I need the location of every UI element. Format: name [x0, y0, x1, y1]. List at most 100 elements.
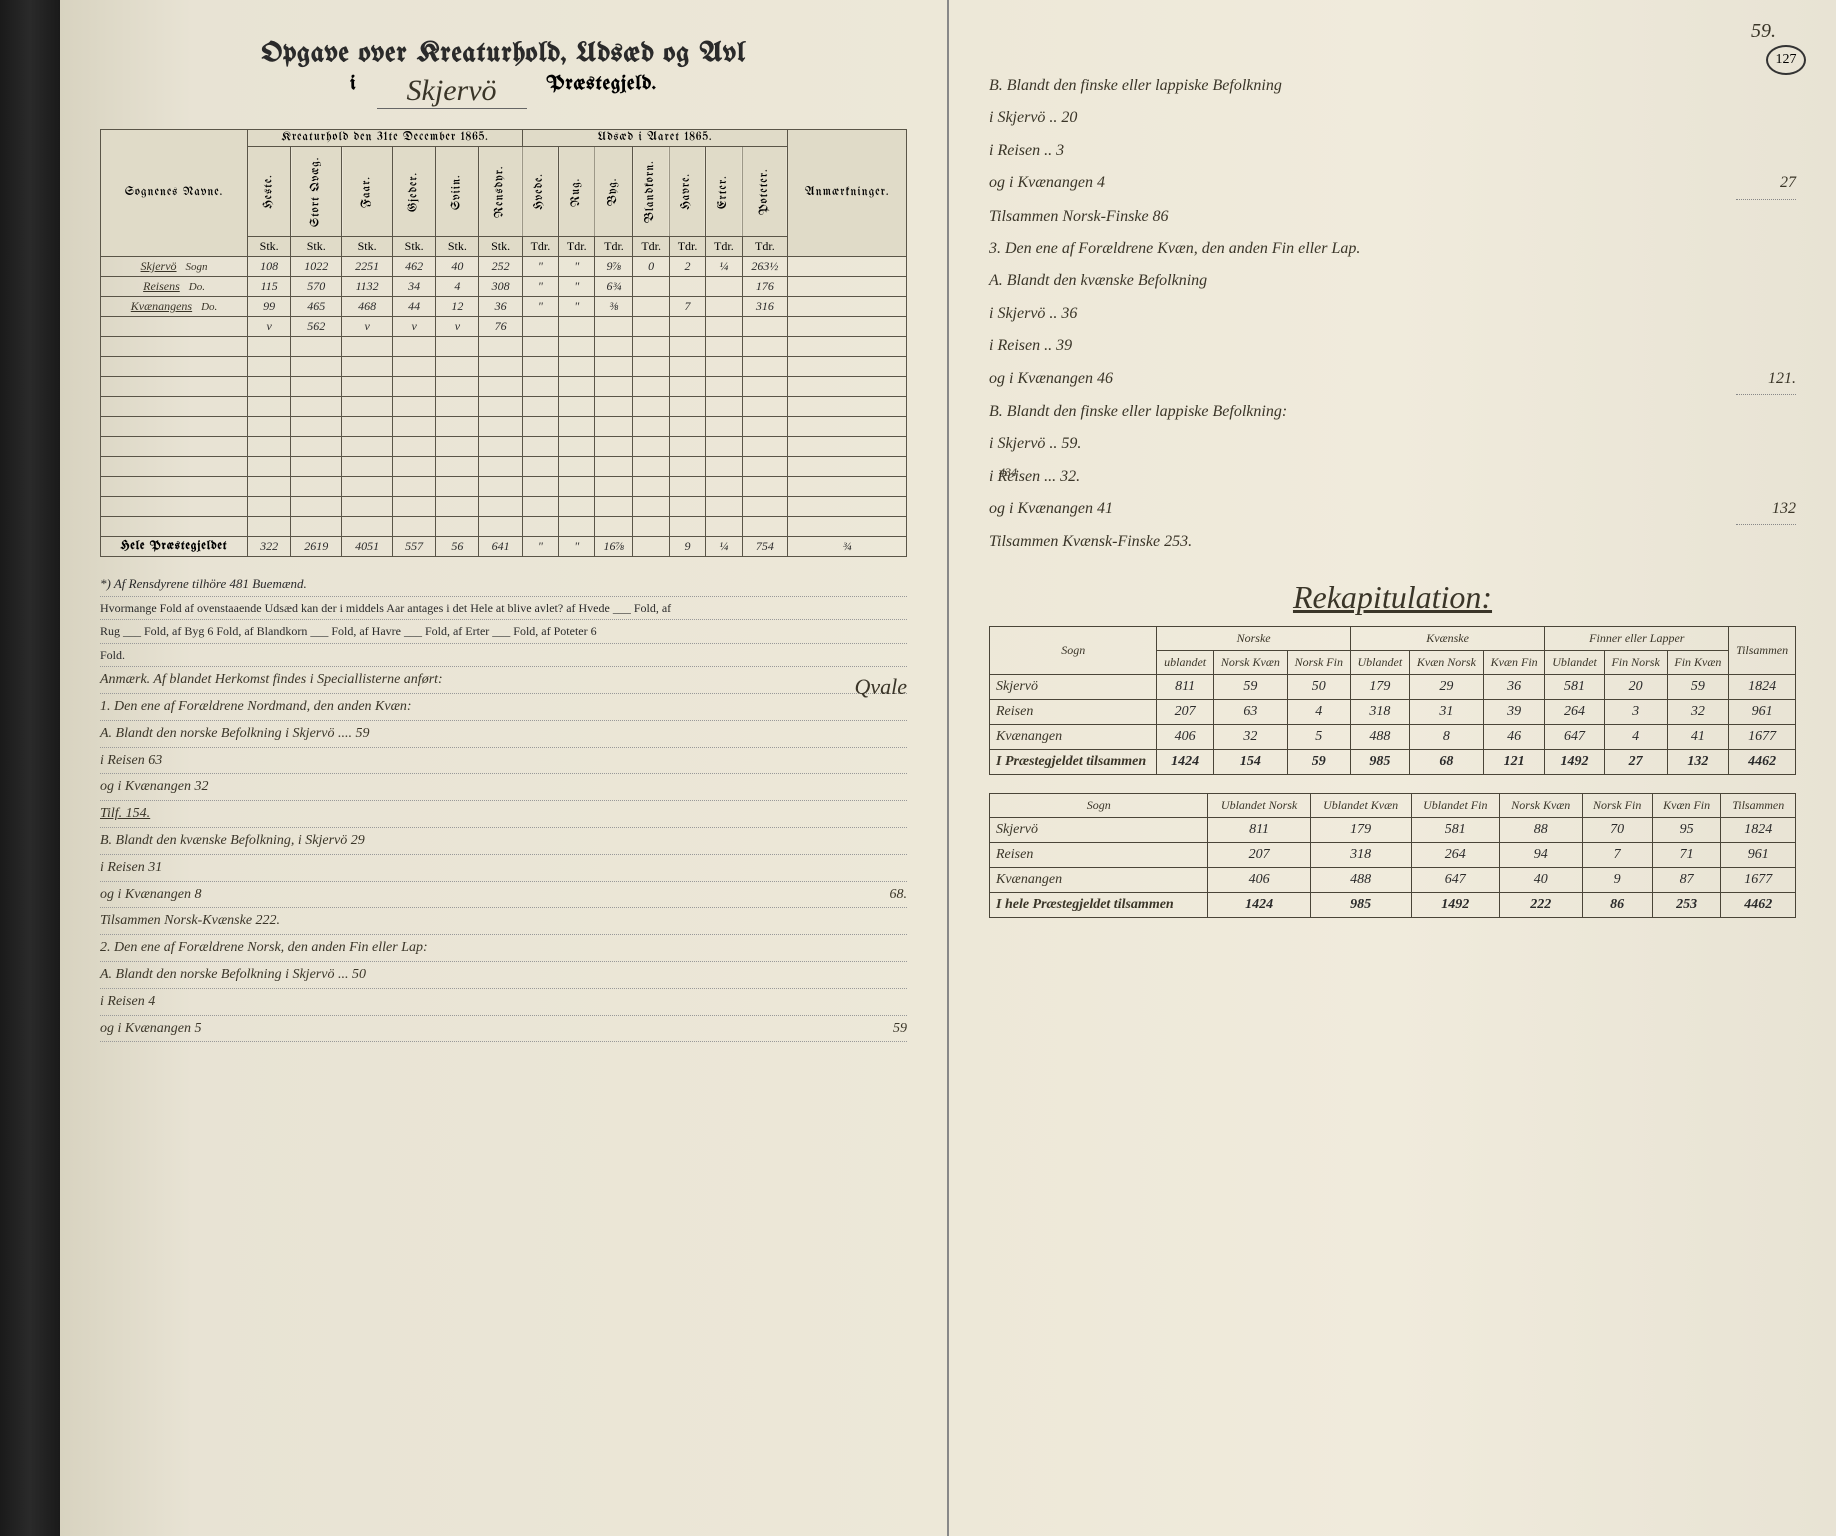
empty-cell [788, 397, 907, 417]
cell: 406 [1208, 867, 1310, 892]
cell: 59 [1213, 674, 1287, 699]
col-faar: Faar. [342, 147, 393, 237]
n3b3: og i Kvænangen 41132 [989, 493, 1796, 526]
r1-g1: Norske [1157, 626, 1350, 650]
cell: 31 [1409, 699, 1483, 724]
empty-cell [633, 337, 669, 357]
cell: " [522, 257, 558, 277]
col-hvede: Hvede. [522, 147, 558, 237]
n3a: A. Blandt den kvænske Befolkning [989, 265, 1796, 297]
table-row: Skjervö Sogn1081022225146240252""9⅞02¼26… [101, 257, 907, 277]
empty-cell [436, 517, 479, 537]
row-name: Kvænangens Do. [101, 297, 248, 317]
empty-cell [101, 457, 248, 477]
empty-cell [669, 437, 705, 457]
empty-cell [522, 357, 558, 377]
cell [669, 317, 705, 337]
col-havre: Havre. [669, 147, 705, 237]
n1bsum: Tilsammen Norsk-Kvænske 222. [100, 908, 907, 935]
empty-cell [342, 417, 393, 437]
empty-cell [522, 397, 558, 417]
empty-cell [436, 397, 479, 417]
n1asum: Tilf. 154. [100, 801, 907, 828]
n3a2: i Reisen .. 39 [989, 330, 1796, 362]
r1-h6: Kvæn Fin [1483, 650, 1545, 674]
n1b-sub: 68. [890, 883, 908, 907]
n1b2: i Reisen 31 [100, 855, 907, 882]
cell: 46 [1483, 724, 1545, 749]
cell [742, 317, 788, 337]
cell: 4462 [1729, 749, 1796, 774]
empty-row [101, 337, 907, 357]
cell: 4 [1287, 699, 1350, 724]
cell: 253 [1652, 892, 1721, 917]
r1-h9: Fin Kvæn [1667, 650, 1729, 674]
empty-cell [706, 497, 742, 517]
page-num-top: 59. [1751, 20, 1776, 43]
cell: 811 [1157, 674, 1213, 699]
empty-cell [633, 437, 669, 457]
r2-h1: Ublandet Norsk [1208, 793, 1310, 817]
cell: 179 [1310, 817, 1411, 842]
unit: Tdr. [669, 237, 705, 257]
cell: 207 [1157, 699, 1213, 724]
cell: 132 [1667, 749, 1729, 774]
cell [706, 317, 742, 337]
row-name: Reisens Do. [101, 277, 248, 297]
n1a2: i Reisen 63 [100, 748, 907, 775]
cell [633, 277, 669, 297]
cell: 36 [479, 297, 522, 317]
row-name: Kvænangen [990, 867, 1208, 892]
cell: 9⅞ [595, 257, 633, 277]
cell: " [522, 277, 558, 297]
cell: 34 [393, 277, 436, 297]
empty-cell [436, 457, 479, 477]
note-anm: Anmærk. Af blandet Herkomst findes i Spe… [100, 667, 907, 694]
table-row: Reisens Do.1155701132344308""6¾176 [101, 277, 907, 297]
cell: 4 [1604, 724, 1667, 749]
n3b1: i Skjervö .. 59. [989, 428, 1796, 460]
empty-cell [101, 337, 248, 357]
cell: 87 [1652, 867, 1721, 892]
recap-title: Rekapitulation: [989, 579, 1796, 616]
empty-cell [101, 437, 248, 457]
empty-cell [595, 477, 633, 497]
cell: 12 [436, 297, 479, 317]
cell: 465 [291, 297, 342, 317]
cell: 252 [479, 257, 522, 277]
empty-cell [559, 457, 595, 477]
note-rens: *) Af Rensdyrene tilhöre 481 Buemænd. [100, 572, 907, 597]
cell: 647 [1411, 867, 1500, 892]
n3b-sub: 132 [1736, 494, 1796, 525]
cell: " [522, 297, 558, 317]
cell [669, 277, 705, 297]
empty-cell [436, 497, 479, 517]
n3a3t: og i Kvænangen 46 [989, 364, 1113, 395]
empty-cell [788, 497, 907, 517]
empty-cell [248, 377, 291, 397]
r1-tils: Tilsammen [1729, 626, 1796, 674]
n1: 1. Den ene af Forældrene Nordmand, den a… [100, 694, 907, 721]
empty-cell [342, 397, 393, 417]
col-qvaeg: Stort Qvæg. [291, 147, 342, 237]
empty-cell [669, 477, 705, 497]
empty-cell [669, 357, 705, 377]
empty-cell [393, 437, 436, 457]
note-q: Hvormange Fold af ovenstaaende Udsæd kan… [100, 597, 907, 620]
empty-cell [706, 517, 742, 537]
cell: 40 [436, 257, 479, 277]
r1-h2: Norsk Kvæn [1213, 650, 1287, 674]
cell: 154 [1213, 749, 1287, 774]
cell: 6¾ [595, 277, 633, 297]
empty-cell [669, 517, 705, 537]
empty-cell [248, 437, 291, 457]
n3b: B. Blandt den finske eller lappiske Befo… [989, 396, 1796, 428]
cell: 36 [1483, 674, 1545, 699]
n3b2: i Reisen ... 32. [989, 461, 1796, 493]
total-cell: 4051 [342, 537, 393, 557]
empty-cell [706, 457, 742, 477]
cell: 94 [1500, 842, 1582, 867]
r1-h1: ublandet [1157, 650, 1213, 674]
empty-cell [479, 377, 522, 397]
empty-row [101, 357, 907, 377]
